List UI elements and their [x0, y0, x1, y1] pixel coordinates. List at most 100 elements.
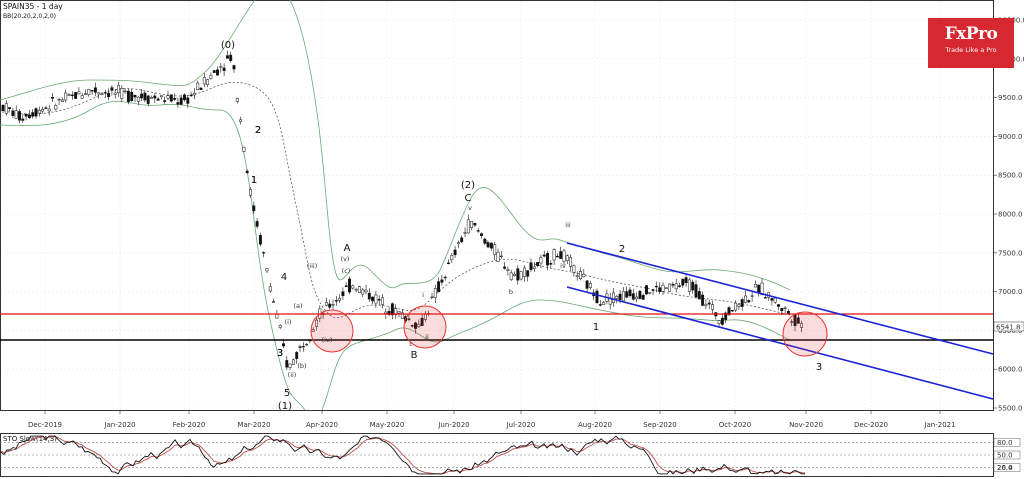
- wave-label: (c): [342, 267, 351, 275]
- candle-body: [384, 311, 388, 314]
- candle-body: [783, 307, 787, 309]
- candle-body: [489, 242, 493, 249]
- candle-body: [229, 54, 233, 61]
- candle-body: [760, 282, 764, 296]
- candle-body: [753, 284, 757, 288]
- candle-body: [80, 95, 84, 99]
- wave-labels: (0) 2 1 4 3 5 (1) A B (2) C 1 2 3 (a) (b) (c) (i) (ii) (iii…: [221, 40, 822, 412]
- candle-body: [212, 70, 216, 73]
- candle-body: [357, 286, 361, 293]
- candle-body: [34, 108, 38, 117]
- candle-body: [265, 268, 269, 272]
- time-axis: Dec-2019 Jan-2020 Feb-2020 Mar-2020 Apr-2020…: [28, 410, 956, 429]
- candle-body: [381, 297, 384, 305]
- candle-body: [387, 311, 391, 315]
- candle-body: [615, 296, 619, 299]
- fxpro-logo: FxPro Trade Like a Pro: [928, 18, 1014, 68]
- candle-body: [199, 87, 203, 90]
- candle-body: [123, 90, 127, 93]
- candle-body: [480, 233, 483, 236]
- candle-body: [192, 92, 196, 96]
- candle-body: [367, 292, 371, 300]
- candle-body: [361, 289, 365, 295]
- bollinger-lower-band: [0, 100, 791, 411]
- candle-body: [678, 285, 681, 287]
- candle-body: [262, 252, 266, 254]
- candle-body: [344, 285, 348, 287]
- candle-body: [70, 94, 74, 96]
- candle-body: [242, 146, 246, 152]
- candle-body: [641, 295, 645, 300]
- candle-body: [351, 285, 355, 289]
- candle-body: [539, 257, 543, 264]
- wave-label: b: [509, 288, 513, 296]
- candlestick-series: [1, 50, 804, 371]
- candle-body: [14, 110, 18, 119]
- candle-body: [476, 230, 480, 232]
- candle-body: [430, 296, 434, 298]
- candle-body: [747, 300, 751, 303]
- wave-label: (0): [221, 40, 235, 51]
- candle-body: [417, 323, 421, 328]
- candle-body: [258, 235, 262, 245]
- candle-body: [522, 267, 526, 277]
- wave-label: 4: [281, 272, 287, 283]
- y-tick-label: 5500.0: [998, 405, 1023, 413]
- candle-body: [460, 237, 464, 243]
- wave-label: B: [411, 350, 418, 361]
- candle-body: [8, 107, 12, 109]
- candle-body: [493, 244, 497, 256]
- candle-body: [701, 294, 705, 306]
- candle-body: [555, 256, 559, 258]
- candle-body: [519, 271, 523, 280]
- candle-body: [57, 98, 61, 101]
- candle-body: [499, 255, 503, 258]
- candle-body: [84, 93, 87, 95]
- candle-body: [371, 296, 375, 302]
- x-tick-label: Nov-2020: [789, 421, 823, 429]
- x-tick-label: Oct-2020: [719, 421, 751, 429]
- candle-body: [67, 94, 71, 96]
- candle-body: [598, 304, 602, 306]
- candle-body: [734, 302, 738, 311]
- highlight-circle-apr: [310, 309, 354, 353]
- candle-body: [113, 92, 117, 95]
- candle-body: [1, 105, 5, 111]
- candle-body: [579, 271, 582, 280]
- wave-label: 3: [277, 348, 283, 359]
- candle-body: [245, 170, 249, 174]
- candle-body: [635, 296, 639, 300]
- x-tick-label: Feb-2020: [173, 421, 206, 429]
- candle-body: [328, 303, 332, 308]
- wave-label: v: [468, 204, 472, 212]
- x-tick-label: Mar-2020: [237, 421, 270, 429]
- candle-body: [668, 283, 672, 292]
- candle-body: [4, 103, 8, 114]
- candle-body: [163, 100, 167, 102]
- candle-body: [305, 343, 309, 346]
- candle-body: [206, 79, 210, 85]
- candle-body: [780, 308, 784, 312]
- candle-body: [559, 251, 563, 259]
- candle-body: [648, 292, 652, 294]
- wave-label: (i): [285, 318, 292, 326]
- candle-body: [450, 254, 454, 261]
- x-tick-label: Jan-2020: [103, 421, 135, 429]
- candle-body: [285, 360, 289, 368]
- x-tick-label: Aug-2020: [578, 421, 612, 429]
- candle-body: [74, 92, 78, 99]
- channel-lower-line: [566, 286, 994, 400]
- candle-body: [130, 92, 134, 102]
- candle-body: [196, 82, 200, 90]
- candle-body: [37, 109, 41, 114]
- candle-body: [97, 92, 101, 95]
- candle-body: [400, 312, 404, 319]
- candle-body: [727, 307, 731, 316]
- y-tick-label: 9000.0: [998, 133, 1023, 141]
- candle-body: [334, 300, 338, 302]
- candle-body: [724, 312, 728, 320]
- candle-body: [506, 269, 510, 271]
- candle-body: [707, 302, 711, 305]
- logo-brand: FxPro: [944, 24, 998, 44]
